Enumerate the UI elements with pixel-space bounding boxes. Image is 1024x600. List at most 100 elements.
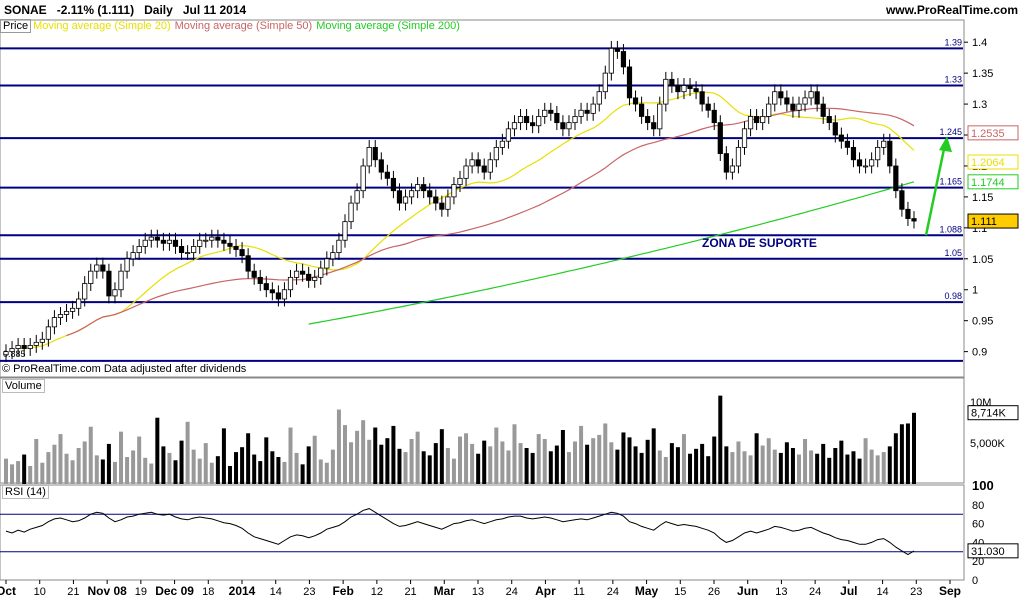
volume-bar <box>379 444 384 484</box>
candle-body <box>88 270 94 284</box>
volume-bar <box>815 453 820 484</box>
candle-body <box>511 122 518 130</box>
candle-body <box>191 246 197 254</box>
volume-bar <box>270 451 275 484</box>
candle-body <box>675 85 681 93</box>
price-badge: 1.1744 <box>971 177 1005 189</box>
candle-body <box>9 348 15 353</box>
candle-body <box>911 218 917 222</box>
candle-body <box>82 283 88 300</box>
volume-bar <box>318 459 323 484</box>
volume-bar <box>657 450 662 484</box>
candle-body <box>287 276 294 291</box>
candle-body <box>27 345 33 349</box>
volume-bar <box>482 440 487 484</box>
x-tick-label: 13 <box>472 586 484 598</box>
x-tick-label: 26 <box>708 586 720 598</box>
candle-body <box>505 128 512 142</box>
candle-body <box>620 51 627 68</box>
volume-bar <box>52 444 57 484</box>
price-badge: 1.2535 <box>971 128 1005 140</box>
candle-body <box>747 116 754 130</box>
volume-bar <box>294 452 299 484</box>
rsi-tick-label: 80 <box>972 500 984 512</box>
candle-body <box>57 314 64 318</box>
price-badge: 1.111 <box>971 216 997 228</box>
volume-bar <box>893 433 898 484</box>
candle-body <box>602 72 608 93</box>
candle-body <box>408 190 415 198</box>
candle-body <box>166 239 173 244</box>
candle-body <box>415 184 421 192</box>
volume-bar <box>839 440 844 484</box>
volume-bar <box>155 417 160 484</box>
price-label[interactable]: Price <box>0 19 32 33</box>
candle-body <box>390 177 397 192</box>
volume-bar <box>899 424 904 484</box>
ma50-legend[interactable]: Moving average (Simple 50) <box>174 20 313 32</box>
volume-bar <box>663 457 668 484</box>
candle-body <box>76 298 82 309</box>
candle-body <box>100 264 106 272</box>
price-panel-frame <box>0 19 965 378</box>
volume-bar <box>336 409 341 484</box>
candle-body <box>112 289 118 297</box>
candle-body <box>475 159 481 167</box>
volume-tick-label: 5,000K <box>970 438 1006 450</box>
volume-bar <box>191 449 196 484</box>
volume-bar <box>754 433 759 484</box>
ma20-line <box>18 91 915 350</box>
volume-bar <box>324 462 329 484</box>
candle-body <box>560 122 566 130</box>
x-tick-label: 19 <box>135 586 147 598</box>
volume-bar <box>137 436 142 484</box>
candle-body <box>378 159 384 173</box>
candle-body <box>905 208 911 219</box>
level-label: 1.088 <box>939 224 962 234</box>
volume-bar <box>221 428 226 484</box>
candle-body <box>566 122 572 130</box>
candle-body <box>639 103 645 117</box>
ma200-legend[interactable]: Moving average (Simple 200) <box>316 20 460 32</box>
price-tick-label: 1.05 <box>972 254 993 266</box>
candle-body <box>451 184 457 198</box>
price-badge: 1.2064 <box>971 157 1005 169</box>
volume-bar <box>234 452 239 484</box>
x-tick-label: 24 <box>809 586 821 598</box>
ma20-legend[interactable]: Moving average (Simple 20) <box>33 20 171 32</box>
rsi-panel-label: RSI (14) <box>2 485 49 499</box>
volume-bar <box>167 452 172 484</box>
volume-bar <box>476 453 481 484</box>
volume-bar <box>88 426 93 484</box>
volume-bar <box>445 448 450 484</box>
site-link[interactable]: www.ProRealTime.com <box>885 3 1018 17</box>
volume-bar <box>585 444 590 484</box>
volume-bar <box>16 461 21 484</box>
volume-bar <box>784 442 789 484</box>
volume-bar <box>796 454 801 484</box>
volume-bar <box>173 460 178 484</box>
candle-body <box>160 239 166 244</box>
candle-body <box>899 190 905 210</box>
volume-bar <box>706 456 711 484</box>
candle-body <box>669 78 675 86</box>
volume-bar <box>282 461 287 484</box>
candle-body <box>209 236 215 241</box>
candle-body <box>717 122 723 154</box>
candle-body <box>584 109 590 114</box>
candle-body <box>790 103 796 111</box>
volume-bar <box>615 449 620 484</box>
up-arrow-head <box>939 136 952 153</box>
candle-body <box>838 134 844 142</box>
volume-bar <box>106 443 111 484</box>
volume-bar <box>330 449 335 484</box>
price-tick-label: 0.95 <box>972 316 993 328</box>
volume-bar <box>512 424 517 484</box>
volume-bar <box>597 434 602 484</box>
candle-body <box>172 239 179 247</box>
volume-bar <box>857 458 862 484</box>
volume-bar <box>288 427 293 484</box>
volume-bar <box>306 446 311 484</box>
rsi-tick-label: 60 <box>972 519 984 531</box>
